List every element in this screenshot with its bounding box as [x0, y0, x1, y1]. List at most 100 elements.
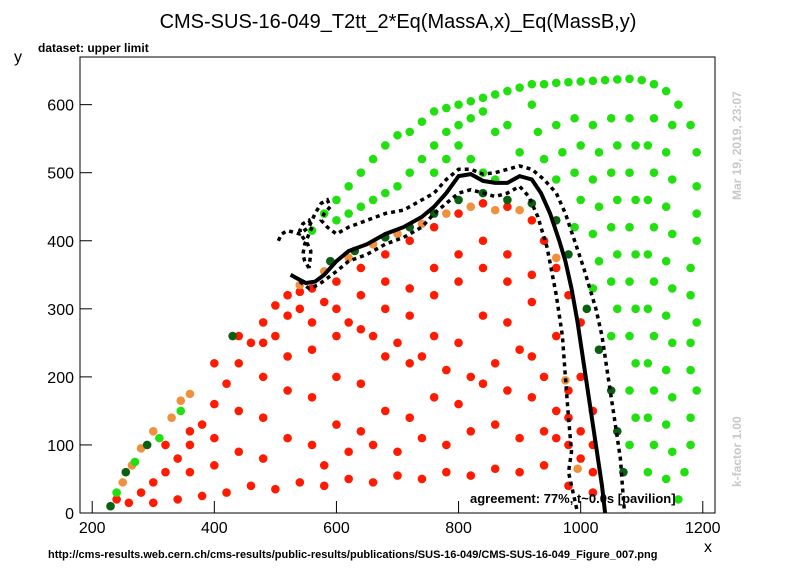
data-point-allowed [686, 440, 695, 450]
agreement-annotation: agreement: 77%, t~0.0s [pavilion] [470, 491, 676, 506]
data-point-excluded [210, 433, 219, 443]
data-point-excluded [539, 461, 549, 470]
data-point-excluded [466, 471, 476, 480]
contour-line-dashed-upper [276, 164, 627, 514]
data-point-excluded [515, 467, 524, 477]
data-point-excluded [466, 427, 476, 436]
data-point-allowed [588, 229, 598, 239]
data-point-excluded [246, 481, 256, 491]
data-point-allowed [692, 236, 701, 246]
data-point-allowed [564, 77, 573, 87]
x-tick-label: 1200 [685, 520, 721, 537]
data-point-excluded [539, 372, 549, 382]
data-point-excluded [503, 250, 512, 259]
data-point-allowed [625, 113, 634, 123]
data-point-excluded [503, 202, 512, 212]
data-point-allowed [625, 222, 634, 232]
data-point-allowed [661, 474, 671, 484]
data-point-allowed [503, 86, 512, 96]
x-tick-label: 200 [79, 520, 106, 537]
data-point-excluded [551, 433, 561, 443]
data-point-excluded [356, 427, 366, 436]
data-point-allowed [692, 386, 701, 395]
y-tick-label: 200 [47, 370, 74, 387]
data-point-allowed [637, 75, 647, 85]
data-point-excluded [551, 331, 561, 341]
data-point-excluded [368, 478, 378, 487]
data-point-allowed [442, 154, 451, 164]
data-point-excluded [307, 440, 317, 450]
data-point-allowed [594, 202, 604, 212]
data-point-allowed [429, 168, 439, 178]
data-point-allowed [667, 175, 677, 184]
data-point-excluded [258, 454, 268, 463]
data-point-allowed [686, 120, 695, 130]
data-point-allowed [442, 103, 451, 113]
data-point-excluded [466, 372, 476, 382]
data-point-excluded [173, 454, 182, 463]
data-point-allowed [130, 457, 140, 467]
data-point-excluded [258, 338, 268, 348]
contour-line-solid [289, 172, 608, 514]
data-point-allowed [551, 78, 561, 88]
data-point-allowed [380, 188, 390, 198]
data-point-excluded [234, 358, 244, 368]
data-point-excluded [454, 209, 463, 218]
data-point-excluded [527, 297, 537, 307]
data-point-excluded [148, 498, 158, 508]
data-point-excluded [454, 338, 463, 348]
data-point-excluded [283, 290, 292, 300]
data-point-allowed_edge [142, 440, 152, 450]
data-point-excluded [136, 488, 146, 497]
data-point-allowed [649, 386, 659, 395]
data-point-allowed [643, 358, 653, 368]
data-series [106, 74, 701, 511]
axis-ticks: 200 400 600 800 1000 1200 0 100 200 300 400 500 600 [47, 98, 720, 537]
data-point-excluded [429, 263, 439, 273]
data-point-excluded [332, 331, 341, 341]
data-point-allowed [649, 277, 659, 286]
data-point-allowed [625, 277, 634, 286]
data-point-excluded [527, 216, 537, 225]
data-point-excluded [490, 358, 500, 368]
data-point-allowed [393, 182, 402, 191]
data-point-allowed_edge [503, 195, 512, 205]
data-point-allowed [344, 209, 353, 218]
data-point-allowed [368, 195, 378, 205]
data-point-excluded [344, 474, 353, 484]
data-point-allowed [393, 130, 402, 140]
data-point-excluded [344, 447, 353, 457]
data-point-allowed [606, 168, 616, 178]
data-point-allowed [631, 413, 640, 423]
data-point-excluded [161, 467, 170, 477]
data-point-allowed [692, 318, 701, 327]
data-point-allowed [405, 168, 415, 178]
data-point-allowed [454, 120, 463, 130]
data-point-allowed [570, 222, 579, 232]
data-point-allowed [649, 331, 659, 341]
data-point-excluded [454, 399, 463, 409]
contour-lines [276, 164, 627, 514]
data-point-allowed [429, 141, 439, 150]
data-point-allowed [466, 154, 476, 164]
data-point-allowed [692, 182, 701, 191]
data-point-allowed [515, 83, 524, 92]
data-point-excluded [515, 433, 524, 443]
data-point-allowed [429, 107, 439, 116]
data-point-allowed_edge [564, 250, 573, 259]
data-point-excluded [393, 471, 402, 480]
data-point-excluded [368, 331, 378, 341]
data-point-allowed [588, 76, 598, 86]
data-point-allowed [667, 392, 677, 402]
data-point-allowed [442, 127, 451, 137]
data-point-allowed [686, 263, 695, 273]
data-point-allowed [176, 406, 186, 416]
data-point-excluded [234, 331, 244, 341]
data-point-excluded [234, 406, 244, 416]
data-point-excluded [173, 495, 182, 504]
data-point-allowed [594, 147, 604, 157]
data-point-allowed [527, 100, 537, 109]
data-point-allowed [661, 420, 671, 429]
data-point-allowed [600, 75, 610, 85]
data-point-allowed [606, 113, 616, 123]
